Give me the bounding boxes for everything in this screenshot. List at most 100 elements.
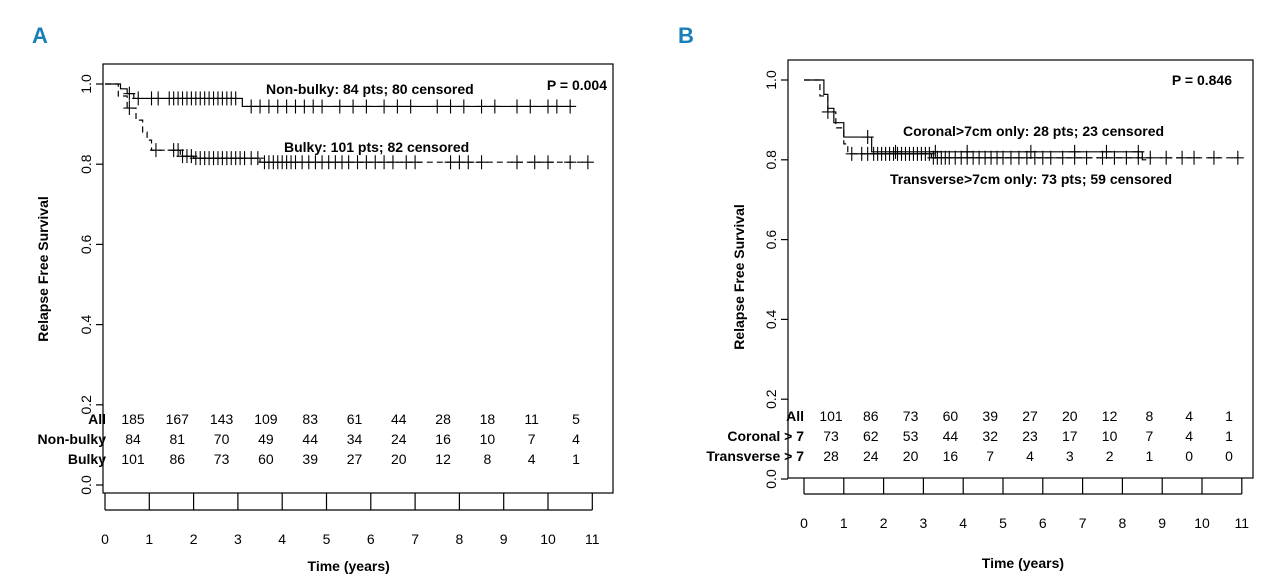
panel-b-censor-mark-1-51 [1231, 150, 1244, 165]
panel-b-x-tick-label-8: 8 [1119, 515, 1127, 531]
panel-a-censor-mark-0-41 [524, 99, 537, 114]
panel-a-x-tick-label-2: 2 [190, 531, 198, 547]
panel-a-censor-mark-0-30 [347, 99, 360, 114]
panel-b-x-tick-label-5: 5 [999, 515, 1007, 531]
panel-a-y-tick-label-0: 0.0 [78, 475, 94, 495]
panel-b-risk-value-0-1: 86 [863, 408, 879, 424]
panel-a-risk-value-1-10: 4 [572, 431, 580, 447]
panel-b-plot-box [787, 59, 1254, 479]
panel-a-risk-value-2-5: 27 [347, 451, 363, 467]
panel-a-x-tick-label-1: 1 [145, 531, 153, 547]
panel-a-x-tick-label-3: 3 [234, 531, 242, 547]
panel-b-risk-row-label-0: All [786, 408, 804, 424]
panel-a-series-label-0: Non-bulky: 84 pts; 80 censored [266, 81, 474, 97]
panel-a-x-axis-title: Time (years) [308, 558, 390, 574]
panel-a-censor-mark-1-52 [581, 155, 594, 170]
panel-b-x-tick-label-7: 7 [1079, 515, 1087, 531]
panel-b-risk-value-0-9: 4 [1185, 408, 1193, 424]
panel-a-y-tick-label-1: 0.2 [78, 395, 94, 415]
panel-a-risk-value-2-8: 8 [484, 451, 492, 467]
panel-a-risk-value-1-5: 34 [347, 431, 363, 447]
panel-b-x-tick-label-9: 9 [1158, 515, 1166, 531]
panel-a-censor-mark-0-43 [550, 99, 563, 114]
panel-b-y-tick-label-1: 0.2 [763, 389, 779, 409]
panel-a-censor-mark-1-20 [251, 151, 264, 166]
panel-b-risk-value-0-7: 12 [1102, 408, 1118, 424]
panel-b-risk-value-2-6: 3 [1066, 448, 1074, 464]
panel-a-censor-mark-1-46 [462, 155, 475, 170]
panel-a-risk-value-2-9: 4 [528, 451, 536, 467]
panel-b-y-axis-title: Relapse Free Survival [731, 204, 747, 350]
panel-a-risk-value-0-8: 18 [480, 411, 496, 427]
panel-b-censor-mark-1-45 [1132, 150, 1145, 165]
panel-b-censor-mark-1-49 [1188, 150, 1201, 165]
panel-b-curve-coronal-7cm [804, 79, 1147, 161]
panel-b-risk-value-0-6: 20 [1062, 408, 1078, 424]
panel-b-risk-value-1-6: 17 [1062, 428, 1078, 444]
panel-a-censor-mark-0-3 [152, 91, 165, 106]
panel-a-censor-mark-0-29 [333, 99, 346, 114]
panel-a-censor-mark-0-38 [475, 99, 488, 114]
panel-b-risk-value-1-3: 44 [943, 428, 959, 444]
panel-a-x-tick-label-8: 8 [456, 531, 464, 547]
panel-b-x-axis-title: Time (years) [982, 555, 1064, 571]
panel-b-censor-mark-1-42 [1096, 150, 1109, 165]
panel-b-risk-value-0-10: 1 [1225, 408, 1233, 424]
panel-b-y-tick-label-2: 0.4 [763, 309, 779, 329]
panel-a-censor-mark-1-51 [564, 155, 577, 170]
panel-b-risk-value-2-10: 0 [1225, 448, 1233, 464]
panel-a-risk-value-0-7: 28 [435, 411, 451, 427]
panel-a-risk-value-0-4: 83 [302, 411, 318, 427]
panel-b-risk-value-2-9: 0 [1185, 448, 1193, 464]
panel-b-risk-value-2-8: 1 [1146, 448, 1154, 464]
panel-b-censor-mark-0-0 [861, 130, 874, 145]
panel-a-risk-value-0-9: 11 [524, 411, 539, 427]
panel-b-risk-value-1-0: 73 [823, 428, 839, 444]
panel-b-risk-value-0-5: 27 [1022, 408, 1038, 424]
panel-a-censor-mark-0-35 [431, 99, 444, 114]
panel-b-censor-mark-1-50 [1207, 150, 1220, 165]
panel-a-x-tick-label-5: 5 [323, 531, 331, 547]
panel-b-censor-mark-1-40 [1068, 150, 1081, 165]
panel-b-censor-mark-1-41 [1080, 150, 1093, 165]
panel-a-censor-mark-0-32 [378, 99, 391, 114]
panel-a-x-tick-label-11: 11 [585, 531, 600, 547]
panel-b-label: B [678, 23, 694, 48]
panel-a-x-tick-label-10: 10 [540, 531, 556, 547]
panel-a-censor-mark-1-47 [475, 155, 488, 170]
panel-b-risk-value-1-4: 32 [982, 428, 998, 444]
panel-a-risk-value-2-6: 20 [391, 451, 407, 467]
panel-a-y-tick-label-5: 1.0 [78, 74, 94, 94]
panel-b-p-value: P = 0.846 [1172, 72, 1232, 88]
panel-b-risk-value-2-1: 24 [863, 448, 879, 464]
panel-a-censor-mark-1-50 [542, 155, 554, 170]
panel-b-censor-mark-1-0 [821, 104, 834, 119]
panel-b-risk-value-1-10: 1 [1225, 428, 1233, 444]
panel-a-censor-mark-1-48 [510, 155, 523, 170]
panel-a-censor-mark-0-39 [488, 99, 501, 114]
panel-a-risk-value-1-9: 7 [528, 431, 536, 447]
panel-b-censor-mark-1-43 [1108, 150, 1121, 165]
panel-a-risk-value-2-7: 12 [435, 451, 451, 467]
panel-a-risk-value-0-6: 44 [391, 411, 407, 427]
panel-a-censor-mark-1-43 [409, 155, 422, 170]
panel-a-plot-box [102, 63, 614, 494]
panel-b-risk-value-1-8: 7 [1146, 428, 1154, 444]
panel-a-risk-value-1-1: 81 [170, 431, 186, 447]
panel-b-risk-row-label-1: Coronal > 7 [727, 428, 804, 444]
panel-b-risk-value-1-9: 4 [1185, 428, 1193, 444]
panel-a-risk-row-label-0: All [88, 411, 106, 427]
panel-b-y-tick-label-4: 0.8 [763, 150, 779, 170]
panel-b-series-label-0: Coronal>7cm only: 28 pts; 23 censored [903, 123, 1164, 139]
panel-a-censor-mark-0-31 [360, 99, 373, 114]
panel-b-censor-mark-0-1 [889, 144, 902, 159]
panel-a-censor-mark-1-1 [149, 143, 162, 158]
panel-b-censor-mark-1-38 [1044, 150, 1057, 165]
panel-a-p-value: P = 0.004 [547, 77, 607, 93]
panel-b-curve-transverse-7cm [804, 79, 1238, 159]
panel-b-risk-value-1-2: 53 [903, 428, 919, 444]
panel-a-risk-value-1-2: 70 [214, 431, 230, 447]
panel-b-risk-value-2-3: 16 [943, 448, 959, 464]
panel-a-censor-mark-0-34 [404, 99, 417, 114]
